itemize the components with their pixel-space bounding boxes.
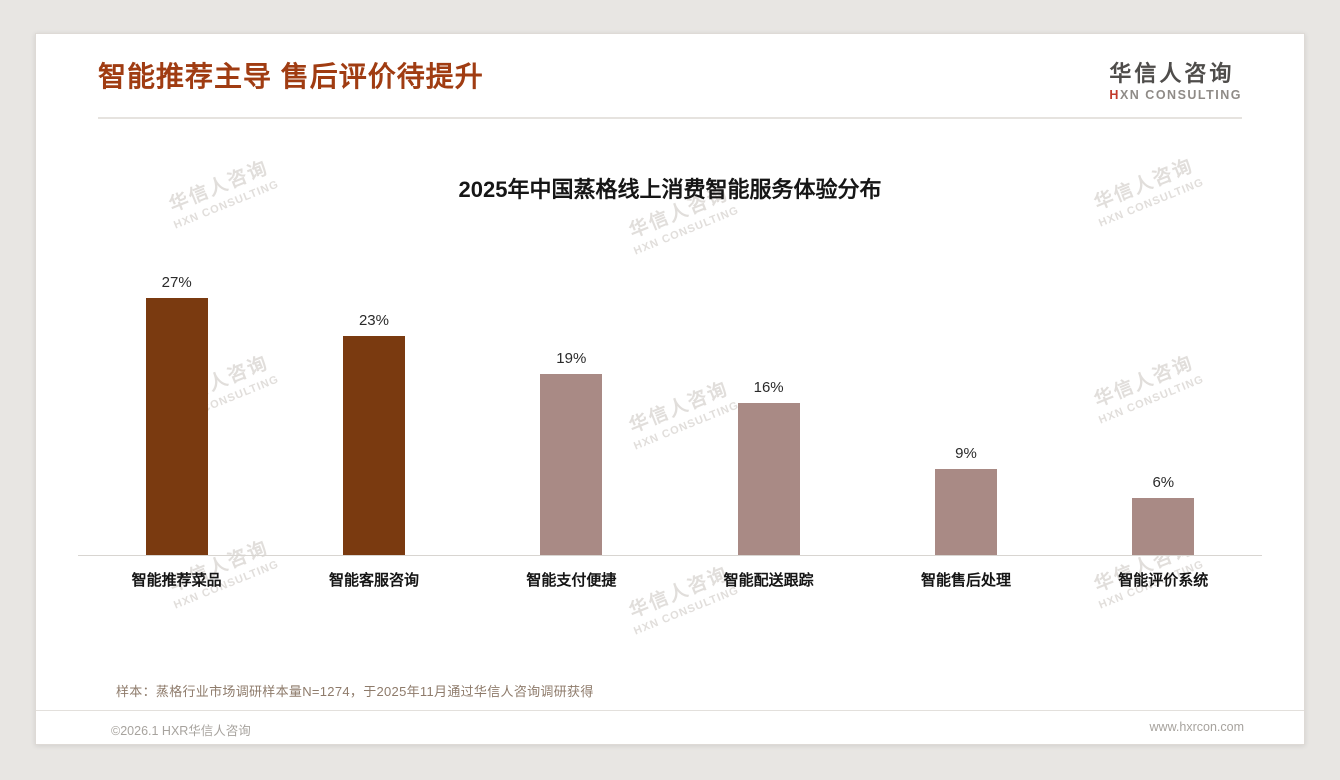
- bar-column-2: 23%: [275, 213, 472, 555]
- bar-1: [145, 298, 208, 555]
- bar-value-label: 9%: [955, 445, 977, 462]
- sample-note: 样本：蒸格行业市场调研样本量N=1274，于2025年11月通过华信人咨询调研获…: [116, 684, 594, 699]
- bar-column-4: 16%: [670, 213, 867, 555]
- header: 智能推荐主导 售后评价待提升 华信人咨询 HXN CONSULTING: [98, 34, 1242, 119]
- footer-copyright: ©2026.1 HXR华信人咨询: [111, 724, 251, 738]
- category-label: 智能售后处理: [920, 572, 1011, 589]
- bar-column-5: 9%: [867, 213, 1064, 555]
- footer: ©2026.1 HXR华信人咨询 www.hxrcon.com: [36, 710, 1304, 744]
- company-logo: 华信人咨询 HXN CONSULTING: [1109, 60, 1242, 103]
- page-title: 智能推荐主导 售后评价待提升: [98, 61, 484, 92]
- bar-column-1: 27%: [78, 213, 275, 555]
- chart-title: 2025年中国蒸格线上消费智能服务体验分布: [458, 177, 882, 202]
- logo-english-rest: XN CONSULTING: [1119, 88, 1242, 102]
- category-label: 智能推荐菜品: [131, 572, 222, 589]
- bar-value-label: 23%: [358, 312, 389, 329]
- logo-accent-letter: H: [1109, 88, 1120, 102]
- bar-value-label: 19%: [556, 350, 587, 367]
- logo-english-name: HXN CONSULTING: [1109, 88, 1242, 102]
- bar-column-3: 19%: [473, 213, 670, 555]
- bar-value-label: 27%: [161, 274, 192, 291]
- bars-row: 27% 23% 19% 16% 9% 6%: [78, 213, 1262, 556]
- footer-website-link[interactable]: www.hxrcon.com: [1149, 720, 1244, 734]
- bar-value-label: 6%: [1152, 474, 1175, 491]
- bar-6: [1132, 498, 1195, 555]
- bar-2: [342, 336, 405, 555]
- bar-value-label: 16%: [753, 379, 784, 396]
- categories-row: 智能推荐菜品 智能客服咨询 智能支付便捷 智能配送跟踪 智能售后处理 智能评价系统: [78, 556, 1262, 590]
- chart-area: 华信人咨询 HXN CONSULTING 华信人咨询 HXN CONSULTING 华信…: [36, 119, 1304, 681]
- bar-5: [934, 469, 997, 555]
- bar-3: [540, 374, 603, 555]
- category-label: 智能客服咨询: [328, 572, 419, 589]
- logo-chinese-name: 华信人咨询: [1109, 61, 1235, 86]
- category-label: 智能配送跟踪: [723, 572, 814, 589]
- bar-column-6: 6%: [1065, 213, 1262, 555]
- bar-4: [737, 403, 800, 555]
- slide-card: 智能推荐主导 售后评价待提升 华信人咨询 HXN CONSULTING 华信人咨…: [35, 33, 1305, 745]
- category-label: 智能支付便捷: [526, 572, 617, 589]
- category-label: 智能评价系统: [1118, 572, 1209, 589]
